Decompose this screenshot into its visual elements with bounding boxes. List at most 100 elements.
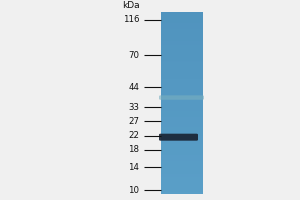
Bar [160,21,202,23]
Bar [160,86,202,88]
Bar [160,144,202,145]
Bar [160,177,202,179]
Text: 70: 70 [128,51,140,60]
Bar [160,142,202,144]
Bar [160,148,202,150]
Bar [160,22,202,24]
Bar [160,184,202,186]
Bar [160,183,202,185]
Bar [160,115,202,117]
Bar [160,83,202,85]
Bar [160,104,202,106]
Bar [160,77,202,79]
Text: 44: 44 [128,83,140,92]
Bar [160,171,202,173]
Bar [160,53,202,54]
Bar [160,81,202,83]
Bar [160,13,202,15]
Bar [160,31,202,33]
Bar [160,124,202,126]
Bar [160,106,202,108]
Bar [160,156,202,158]
Bar [160,89,202,91]
Bar [160,74,202,76]
Bar [160,30,202,32]
Bar [160,181,202,183]
Bar [160,12,202,14]
Bar [160,65,202,67]
Bar [160,98,202,100]
FancyBboxPatch shape [159,95,204,100]
Bar [160,19,202,21]
Bar [160,50,202,51]
Bar [160,137,202,139]
Bar [160,133,202,135]
Bar [160,116,202,118]
Bar [160,145,202,147]
Bar [160,16,202,18]
Bar [160,62,202,64]
Bar [160,128,202,130]
Bar [160,178,202,180]
Bar [160,141,202,142]
Bar [160,25,202,27]
Bar [160,113,202,115]
Bar [160,48,202,50]
Bar [160,130,202,132]
Bar [160,15,202,17]
Text: 18: 18 [128,145,140,154]
Bar [160,69,202,71]
Bar [160,162,202,164]
Bar [160,84,202,86]
Bar [160,131,202,133]
Bar [160,103,202,105]
Bar [160,24,202,26]
Bar [160,42,202,44]
Bar [160,90,202,92]
Bar [160,66,202,68]
Bar [160,45,202,47]
Bar [160,100,202,101]
Bar [160,122,202,124]
Bar [160,92,202,94]
Bar [160,119,202,121]
Bar [160,71,202,73]
Bar [160,107,202,109]
Bar [160,40,202,42]
Bar [160,60,202,62]
Bar [160,51,202,53]
Bar [160,154,202,156]
Bar [160,180,202,182]
Bar [160,186,202,188]
Bar [160,151,202,153]
Text: 27: 27 [128,117,140,126]
Bar [160,68,202,70]
Bar [160,94,202,95]
Bar [160,139,202,141]
Bar [160,72,202,74]
Bar [160,87,202,89]
Bar [160,127,202,129]
Bar [160,160,202,162]
Bar [160,191,202,192]
Bar [160,175,202,177]
Bar [160,46,202,48]
Bar [160,63,202,65]
Bar [160,189,202,191]
Bar [160,27,202,29]
Bar [160,157,202,159]
Bar [160,153,202,155]
FancyBboxPatch shape [159,134,198,141]
Bar [160,54,202,56]
Bar [160,33,202,35]
Bar [160,39,202,41]
Bar [160,150,202,152]
Text: 22: 22 [128,131,140,140]
Bar [160,97,202,98]
Bar [160,28,202,30]
Bar [160,136,202,138]
Bar [160,43,202,45]
Bar [160,34,202,36]
Bar [160,174,202,176]
Bar [160,59,202,61]
